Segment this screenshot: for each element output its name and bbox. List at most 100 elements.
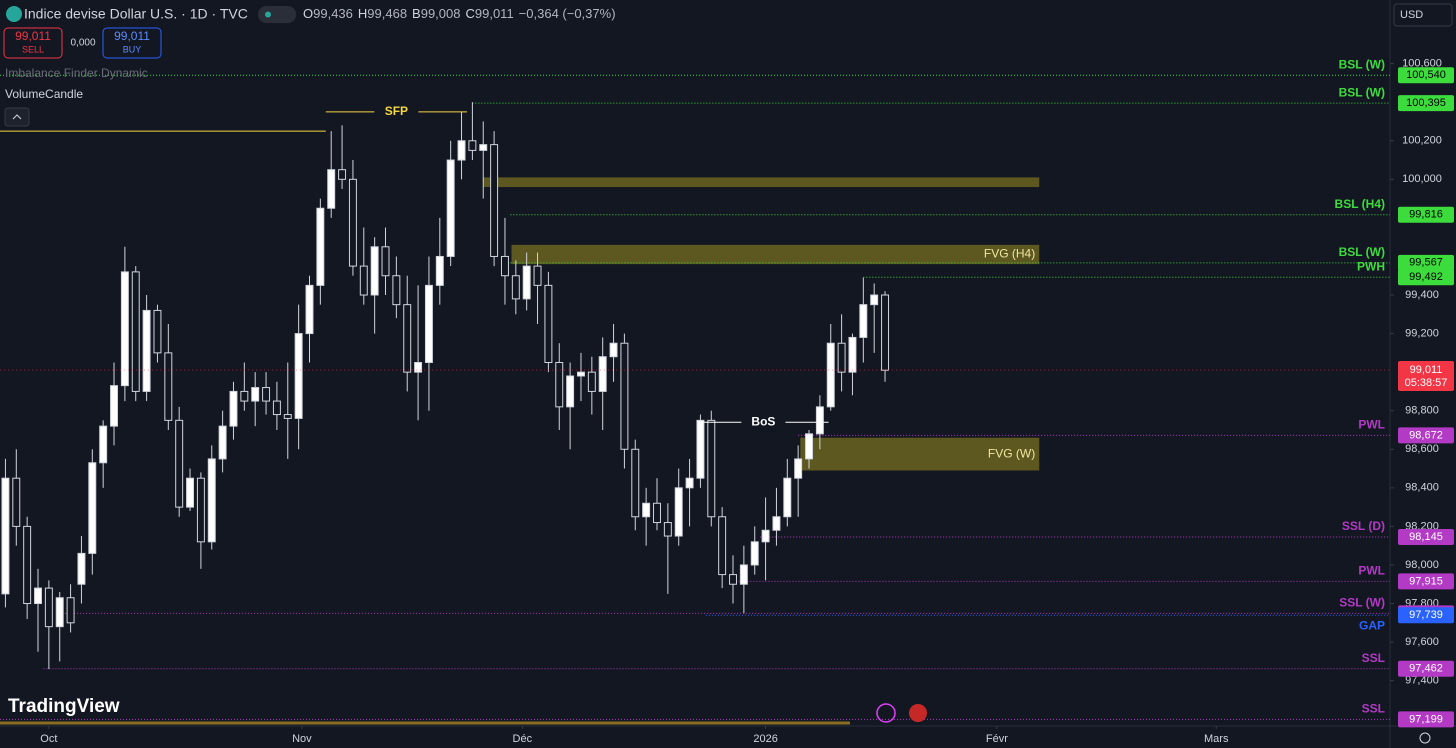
- price-tag-label: 99,492: [1409, 271, 1443, 283]
- symbol-title: Indice devise Dollar U.S. · 1D · TVC: [24, 6, 248, 22]
- ohlc-value: 99,008: [421, 6, 461, 21]
- candle-body: [750, 541, 759, 566]
- price-tag-label: 97,915: [1409, 575, 1443, 587]
- price-tag-label: 97,739: [1409, 609, 1443, 621]
- x-tick-label: Févr: [986, 733, 1008, 745]
- price-tag-label: 99,567: [1409, 257, 1443, 269]
- price-tag: [1398, 254, 1454, 271]
- indicator-name: VolumeCandle: [5, 87, 83, 101]
- level-label: BSL (H4): [1335, 197, 1385, 211]
- candle-body: [392, 275, 401, 306]
- candle-body: [555, 362, 564, 408]
- price-tag: [1398, 529, 1454, 546]
- candle-body: [457, 140, 466, 161]
- candle-body: [338, 169, 347, 180]
- fvg-zone: [483, 177, 1040, 188]
- ohlc-value: 99,436: [313, 6, 353, 21]
- annotation-label: BoS: [751, 414, 775, 428]
- candle-body: [229, 390, 238, 427]
- candle-body: [848, 336, 857, 373]
- y-tick-label: 99,200: [1405, 327, 1439, 339]
- candle-body: [164, 352, 173, 421]
- candle-body: [153, 309, 162, 354]
- candle-body: [251, 387, 260, 402]
- currency: USD: [1400, 9, 1423, 21]
- candle-body: [120, 271, 129, 387]
- ohlc-key: H: [358, 6, 367, 21]
- collapse-icon: [12, 114, 22, 120]
- buy-button[interactable]: [102, 27, 162, 59]
- candle-body: [435, 255, 444, 286]
- price-tag: [1398, 95, 1454, 112]
- candle-body: [88, 462, 97, 554]
- status-dot: [265, 11, 271, 18]
- brand-logo: TradingView: [8, 696, 120, 717]
- candle-body: [826, 342, 835, 408]
- candle-body: [609, 342, 618, 358]
- y-tick-label: 100,000: [1402, 173, 1442, 185]
- price-tag: [1398, 67, 1454, 84]
- candle-body: [522, 265, 531, 300]
- y-tick-label: 98,800: [1405, 405, 1439, 417]
- candle-body: [359, 265, 368, 296]
- currency-select[interactable]: [1393, 3, 1453, 27]
- level-label: SSL: [1362, 702, 1385, 716]
- candle-body: [240, 390, 249, 402]
- candle-body: [175, 419, 184, 508]
- y-tick-label: 97,600: [1405, 636, 1439, 648]
- candle-body: [881, 294, 890, 371]
- candle-body: [110, 385, 118, 427]
- buy-price: 99,011: [114, 29, 150, 43]
- price-tags: BSL (W) 100,540 BSL (W) 100,395 BSL (H4) 99,8…: [0, 57, 1454, 728]
- x-tick-label: Oct: [40, 733, 57, 745]
- event-icon[interactable]: [909, 704, 927, 722]
- price-tag-label: 99,816: [1409, 209, 1443, 221]
- y-tick-label: 100,600: [1402, 58, 1442, 70]
- candle-body: [859, 304, 868, 338]
- candle-body: [511, 275, 520, 300]
- collapse-button[interactable]: [4, 107, 30, 127]
- candle-body: [207, 458, 216, 543]
- y-tick-label: 99,400: [1405, 289, 1439, 301]
- candle-body: [44, 587, 53, 628]
- candle-body: [566, 375, 575, 408]
- candle-body: [34, 587, 42, 605]
- candle-body: [674, 487, 683, 537]
- candle-body: [142, 309, 151, 392]
- price-tag: [1398, 711, 1454, 728]
- price-tag: [1398, 573, 1454, 590]
- status-badge: [258, 6, 296, 23]
- sell-price: 99,011: [15, 29, 51, 43]
- candle-body: [414, 362, 423, 373]
- indicator-name: Imbalance Finder Dynamic: [5, 66, 148, 80]
- annotation-label: SFP: [385, 104, 408, 118]
- price-tag-label: 98,672: [1409, 429, 1443, 441]
- candle-body: [500, 255, 509, 277]
- settings-icon[interactable]: [1419, 732, 1431, 744]
- candle-body: [631, 448, 640, 518]
- price-tag: [1398, 269, 1454, 286]
- candle-body: [294, 333, 303, 419]
- overlay: Indice devise Dollar U.S. · 1D · TVC O99…: [3, 3, 1453, 744]
- level-label: BSL (W): [1339, 85, 1385, 99]
- candle-body: [739, 564, 748, 585]
- event-icon[interactable]: [876, 703, 896, 723]
- x-tick-label: Nov: [292, 733, 312, 745]
- candle-body: [403, 304, 412, 373]
- price-tag-label: 97,462: [1409, 663, 1443, 675]
- y-tick-label: 100,200: [1402, 135, 1442, 147]
- sell-button[interactable]: [3, 27, 63, 59]
- level-label: PWL: [1358, 418, 1385, 432]
- buy-label: BUY: [123, 44, 142, 54]
- annotation-bg: [374, 103, 419, 120]
- candle-body: [468, 140, 477, 151]
- ohlc-key: B: [412, 6, 421, 21]
- candle-body: [870, 294, 879, 306]
- level-label: BSL (W): [1339, 57, 1385, 71]
- candle-body: [262, 387, 271, 402]
- candle-body: [23, 525, 32, 605]
- candle-body: [381, 246, 390, 277]
- level-label: PWH: [1357, 259, 1385, 273]
